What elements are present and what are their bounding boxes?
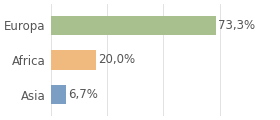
Bar bbox=[50, 15, 216, 35]
Bar bbox=[50, 50, 95, 70]
Bar bbox=[50, 85, 66, 105]
Text: 20,0%: 20,0% bbox=[98, 54, 136, 66]
Text: 73,3%: 73,3% bbox=[218, 19, 256, 32]
Text: 6,7%: 6,7% bbox=[68, 88, 98, 101]
